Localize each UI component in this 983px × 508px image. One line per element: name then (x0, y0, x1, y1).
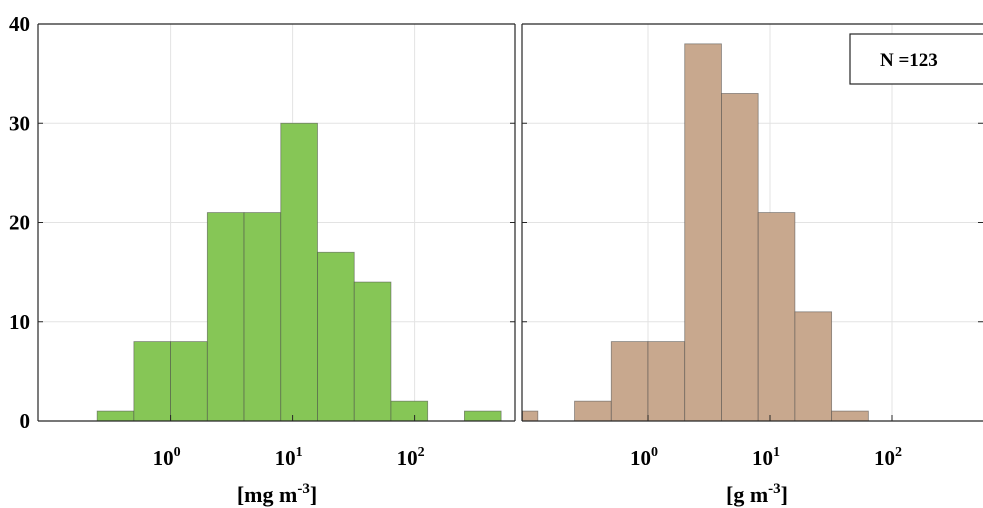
histogram-bar (647, 341, 686, 422)
histogram-bar (522, 410, 539, 422)
x-axis-label-bracket: ] (310, 482, 317, 507)
histogram-bar (831, 410, 869, 422)
x-axis-label-superscript: -3 (768, 481, 781, 497)
x-axis-label-superscript: -3 (297, 481, 310, 497)
x-tick-base: 10 (630, 446, 651, 470)
x-tick-label: 101 (275, 445, 303, 470)
x-tick-base: 10 (153, 446, 174, 470)
x-tick-exponent: 0 (651, 445, 658, 460)
histogram-bar (464, 410, 502, 422)
histogram-bar (574, 400, 612, 422)
x-tick-label: 100 (153, 445, 181, 470)
x-tick-exponent: 2 (418, 445, 425, 460)
legend-label: N =123 (880, 50, 938, 71)
x-tick-exponent: 0 (174, 445, 181, 460)
y-tick-label: 0 (20, 409, 31, 433)
x-tick-exponent: 2 (895, 445, 902, 460)
y-tick-label: 30 (9, 111, 30, 135)
histogram-bar (353, 281, 392, 422)
histogram-bar (243, 212, 282, 422)
x-tick-label: 102 (874, 445, 902, 470)
x-axis-label-unit: [g m (726, 482, 768, 507)
x-axis-label-unit: [mg m (237, 482, 297, 507)
x-tick-base: 10 (275, 446, 296, 470)
x-tick-exponent: 1 (296, 445, 303, 460)
histogram-bar (684, 43, 722, 422)
x-tick-label: 100 (630, 445, 658, 470)
histogram-bar (133, 341, 172, 422)
x-axis-label: [mg m-3] (237, 481, 317, 507)
x-tick-label: 102 (397, 445, 425, 470)
legend-box (849, 33, 983, 85)
x-tick-base: 10 (397, 446, 418, 470)
histogram-bar (794, 311, 833, 422)
histogram-bar (317, 251, 355, 422)
histogram-bar (170, 341, 208, 422)
histogram-bar (390, 400, 429, 422)
x-axis-label-bracket: ] (781, 482, 788, 507)
y-tick-label: 20 (9, 211, 30, 235)
x-tick-base: 10 (874, 446, 895, 470)
right-histogram-panel: 100 101 102[g m-3]N =123 (521, 23, 983, 507)
histogram-bar (757, 212, 796, 422)
histogram-bar (610, 341, 649, 422)
y-tick-label: 10 (9, 310, 30, 334)
x-tick-label: 101 (752, 445, 780, 470)
histogram-bar (280, 122, 318, 422)
x-tick-base: 10 (752, 446, 773, 470)
x-tick-exponent: 1 (773, 445, 780, 460)
histogram-bar (206, 212, 245, 422)
x-axis-label: [g m-3] (726, 481, 788, 507)
y-tick-label: 40 (9, 12, 30, 36)
histogram-bar (96, 410, 135, 422)
histogram-bar (721, 93, 759, 422)
